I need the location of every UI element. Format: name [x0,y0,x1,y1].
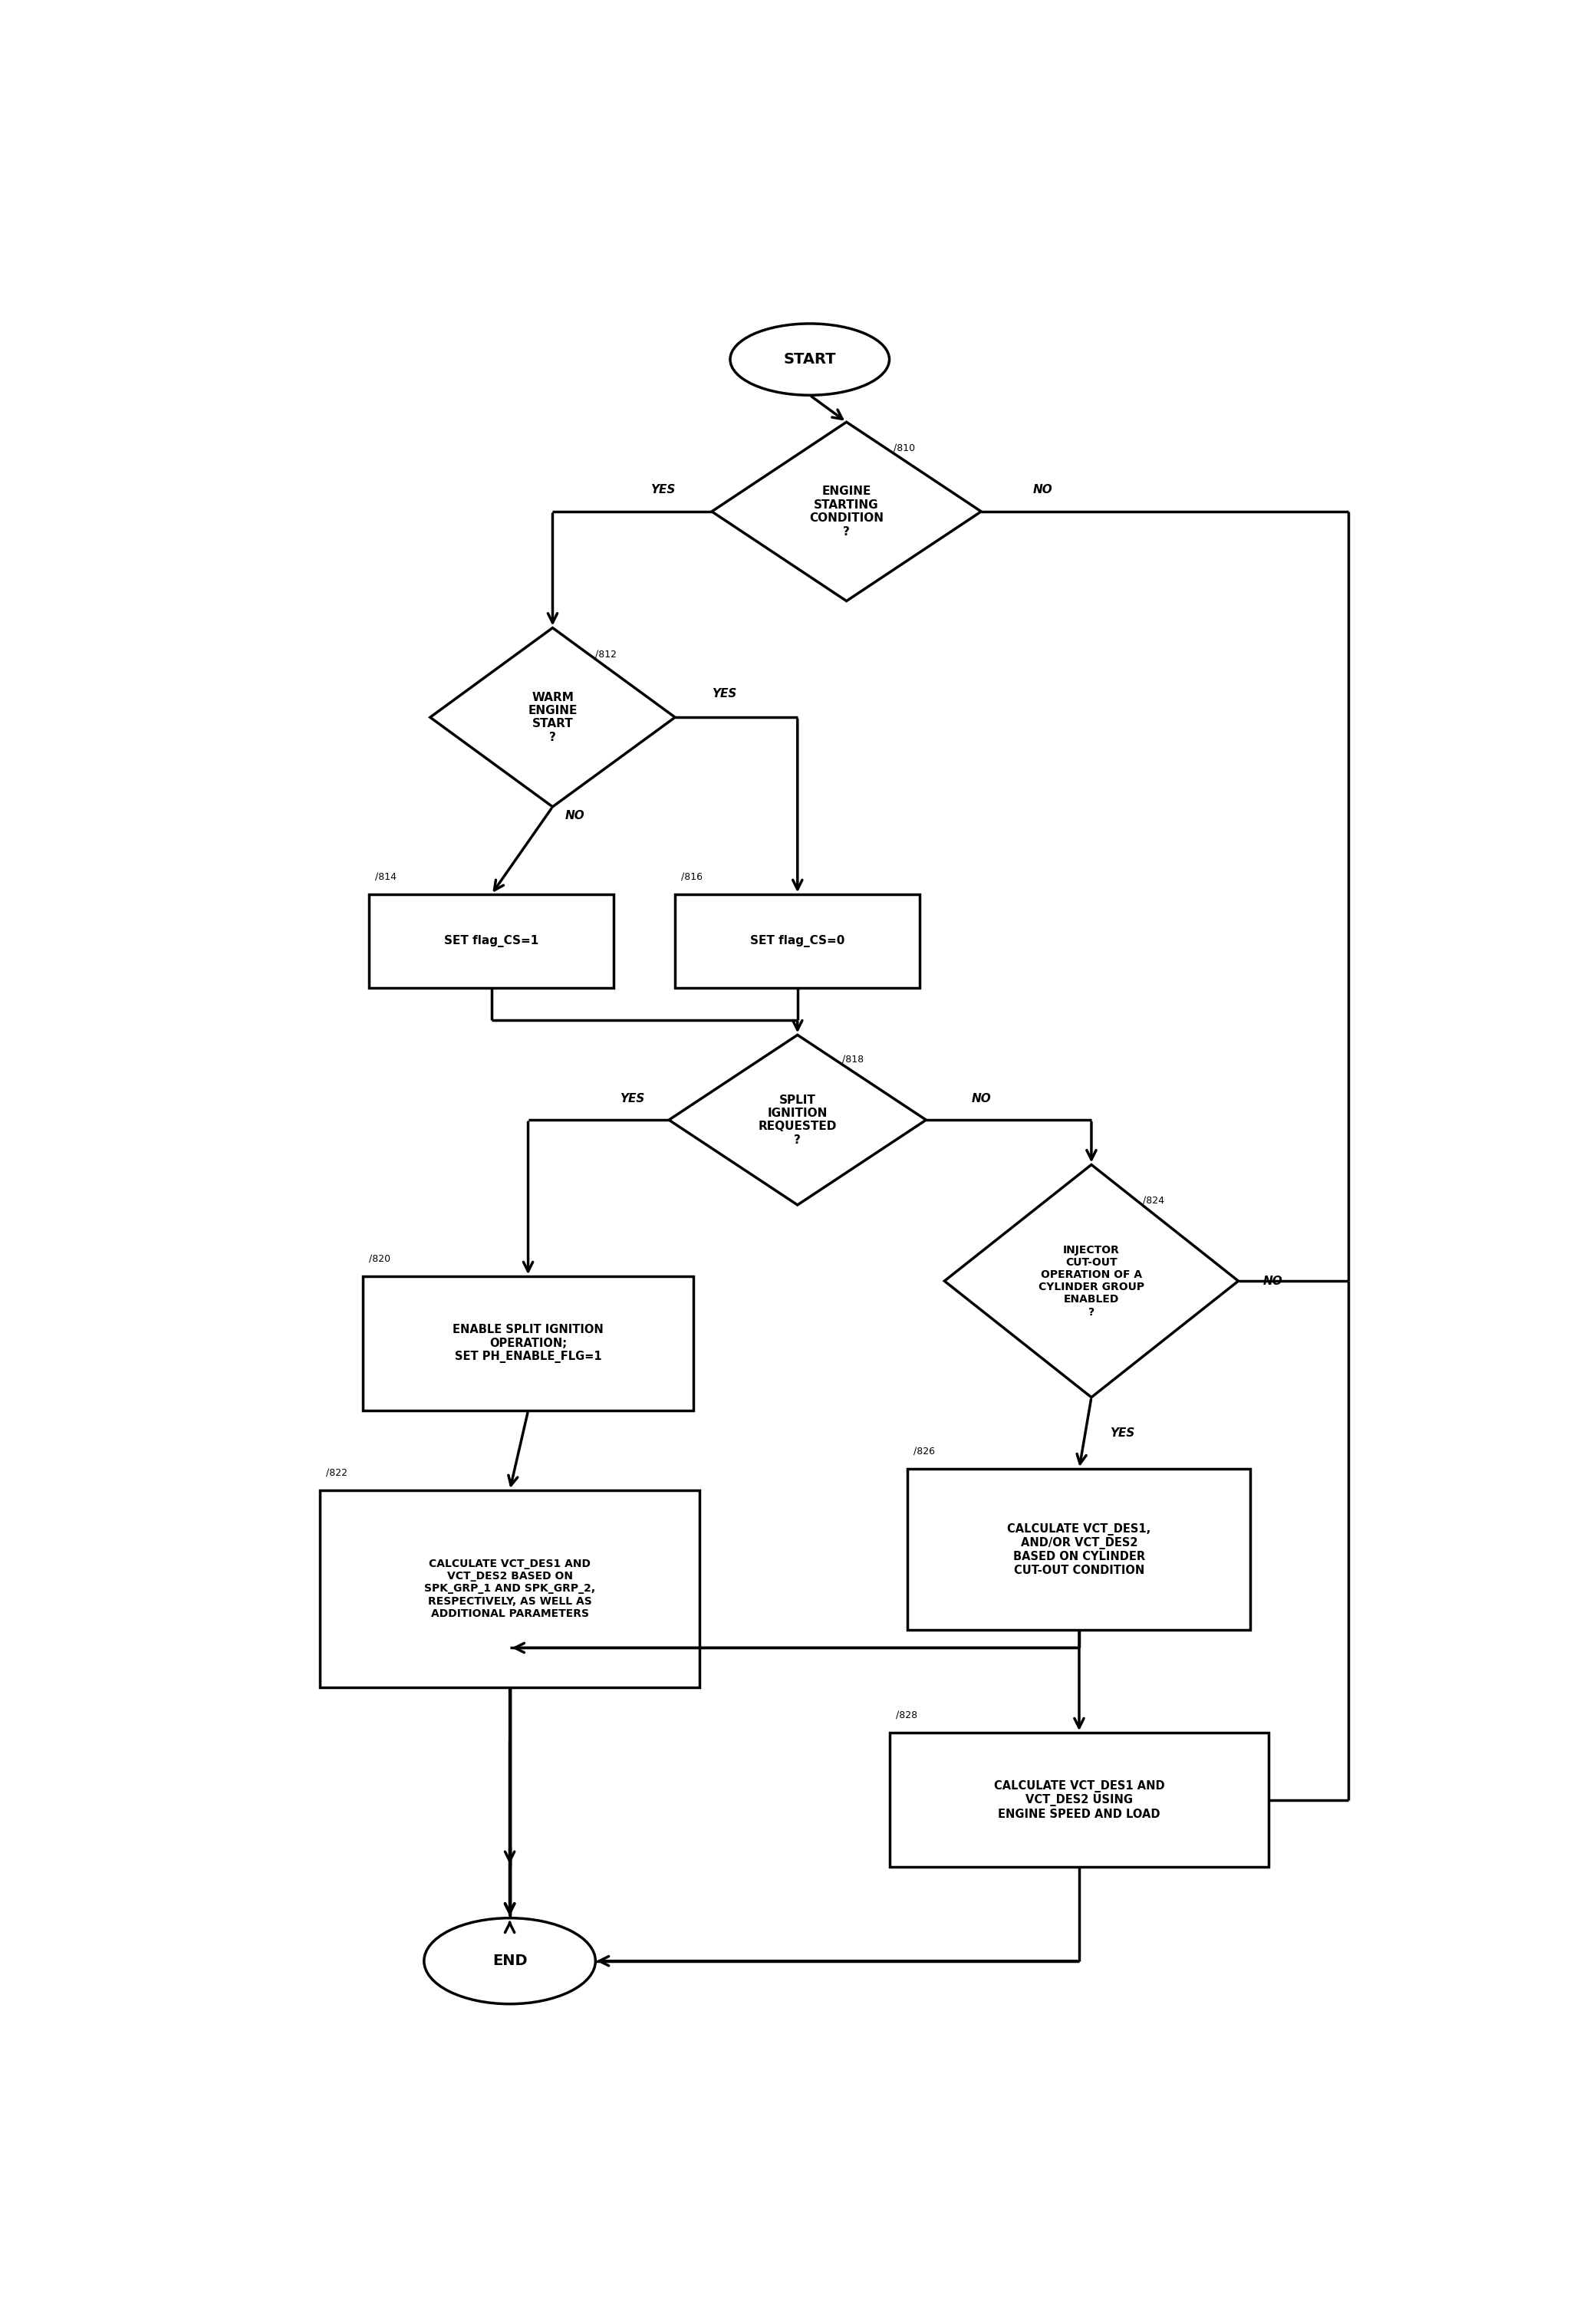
Text: ENGINE
STARTING
CONDITION
?: ENGINE STARTING CONDITION ? [809,486,883,537]
Text: SPLIT
IGNITION
REQUESTED
?: SPLIT IGNITION REQUESTED ? [758,1095,837,1146]
Text: ∕826: ∕826 [913,1446,935,1457]
Text: YES: YES [619,1092,645,1104]
Text: SET flag_CS=0: SET flag_CS=0 [750,934,845,948]
Text: ∕824: ∕824 [1142,1195,1164,1206]
Text: NO: NO [972,1092,991,1104]
Text: YES: YES [711,688,736,700]
Text: END: END [493,1954,528,1968]
Text: CALCULATE VCT_DES1,
AND/OR VCT_DES2
BASED ON CYLINDER
CUT-OUT CONDITION: CALCULATE VCT_DES1, AND/OR VCT_DES2 BASE… [1008,1522,1150,1576]
Text: SET flag_CS=1: SET flag_CS=1 [444,934,539,948]
Text: NO: NO [1262,1276,1283,1287]
Bar [368,895,613,988]
Text: ∕810: ∕810 [894,444,915,453]
Text: CALCULATE VCT_DES1 AND
VCT_DES2 BASED ON
SPK_GRP_1 AND SPK_GRP_2,
RESPECTIVELY, : CALCULATE VCT_DES1 AND VCT_DES2 BASED ON… [423,1559,596,1620]
Bar [363,1276,694,1411]
Text: ∕820: ∕820 [368,1255,390,1264]
Bar [890,1734,1269,1866]
Text: INJECTOR
CUT-OUT
OPERATION OF A
CYLINDER GROUP
ENABLED
?: INJECTOR CUT-OUT OPERATION OF A CYLINDER… [1038,1246,1144,1318]
Text: ENABLE SPLIT IGNITION
OPERATION;
SET PH_ENABLE_FLG=1: ENABLE SPLIT IGNITION OPERATION; SET PH_… [452,1325,604,1364]
Text: YES: YES [651,483,675,495]
Text: NO: NO [566,811,585,820]
Bar [319,1490,700,1687]
Text: ∕816: ∕816 [681,872,703,881]
Bar [907,1469,1250,1629]
Text: CALCULATE VCT_DES1 AND
VCT_DES2 USING
ENGINE SPEED AND LOAD: CALCULATE VCT_DES1 AND VCT_DES2 USING EN… [994,1780,1164,1820]
Text: ∕814: ∕814 [374,872,397,881]
Text: ∕828: ∕828 [896,1710,916,1720]
Text: YES: YES [1109,1427,1134,1439]
Text: ∕818: ∕818 [842,1055,864,1064]
Bar [675,895,920,988]
Text: ∕822: ∕822 [325,1469,348,1478]
Text: START: START [784,353,836,367]
Text: WARM
ENGINE
START
?: WARM ENGINE START ? [528,693,577,744]
Text: NO: NO [1032,483,1052,495]
Text: ∕812: ∕812 [596,648,616,660]
